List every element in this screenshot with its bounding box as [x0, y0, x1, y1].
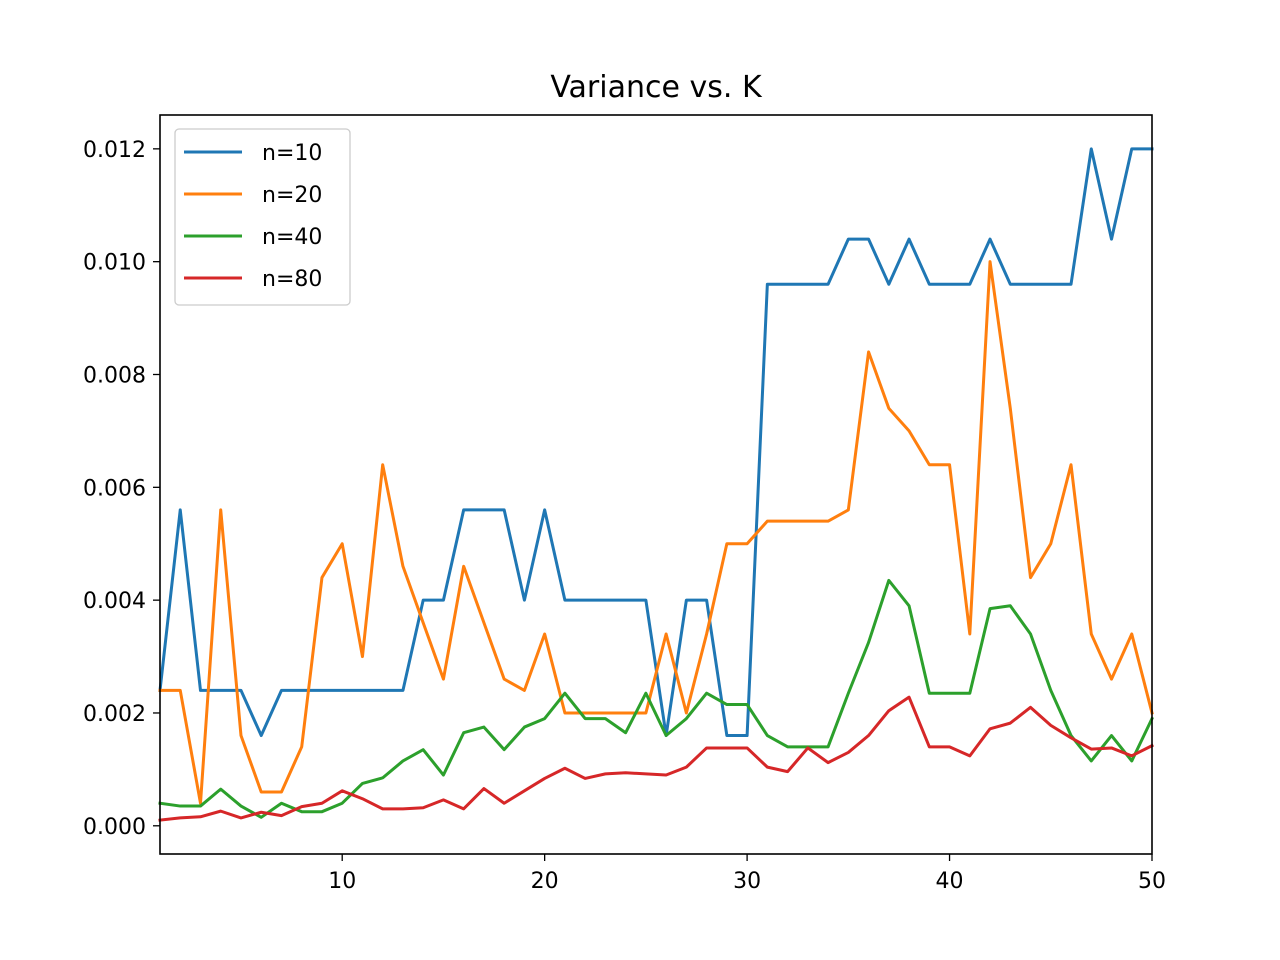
legend-label: n=20	[262, 183, 322, 208]
y-axis: 0.000 0.002 0.004 0.006 0.008 0.010 0.012	[83, 138, 160, 840]
series-line-n-80	[158, 695, 1155, 822]
y-tick-label: 0.012	[83, 138, 146, 163]
y-tick-label: 0.000	[83, 815, 146, 840]
chart-title: Variance vs. K	[550, 70, 763, 105]
legend-label: n=80	[262, 267, 322, 292]
x-tick-label: 20	[531, 869, 559, 894]
x-tick-label: 50	[1138, 869, 1166, 894]
x-tick-label: 40	[936, 869, 964, 894]
x-tick-label: 10	[328, 869, 356, 894]
series-line-n-40	[158, 578, 1155, 819]
legend-label: n=10	[262, 141, 322, 166]
y-tick-label: 0.002	[83, 702, 146, 727]
y-tick-label: 0.006	[83, 476, 146, 501]
legend-label: n=40	[262, 225, 322, 250]
legend: n=10 n=20 n=40 n=80	[174, 128, 351, 306]
series-line-n-20	[158, 260, 1154, 805]
legend-box	[174, 128, 351, 306]
plot-frame	[159, 114, 1153, 855]
y-tick-label: 0.010	[83, 251, 146, 276]
series-group	[158, 147, 1155, 822]
y-tick-label: 0.004	[83, 589, 146, 614]
x-tick-label: 30	[733, 869, 761, 894]
y-tick-label: 0.008	[83, 363, 146, 388]
x-axis: 10 20 30 40 50	[328, 854, 1166, 894]
